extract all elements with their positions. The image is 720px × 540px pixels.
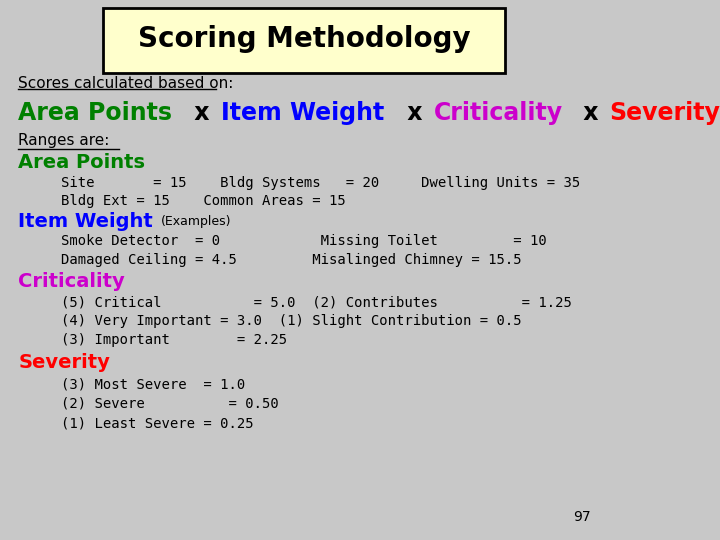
Text: (3) Most Severe  = 1.0: (3) Most Severe = 1.0: [61, 377, 245, 392]
Text: x: x: [186, 102, 218, 125]
Text: Item Weight: Item Weight: [221, 102, 384, 125]
Text: Scores calculated based on:: Scores calculated based on:: [18, 76, 233, 91]
Text: Scoring Methodology: Scoring Methodology: [138, 25, 471, 53]
Text: (1) Least Severe = 0.25: (1) Least Severe = 0.25: [61, 417, 253, 431]
Text: Area Points: Area Points: [18, 102, 172, 125]
Text: (3) Important        = 2.25: (3) Important = 2.25: [61, 333, 287, 347]
Text: Ranges are:: Ranges are:: [18, 133, 109, 148]
Text: (Examples): (Examples): [161, 215, 232, 228]
Text: (5) Critical           = 5.0  (2) Contributes          = 1.25: (5) Critical = 5.0 (2) Contributes = 1.2…: [61, 295, 572, 309]
Text: Site       = 15    Bldg Systems   = 20     Dwelling Units = 35: Site = 15 Bldg Systems = 20 Dwelling Uni…: [61, 176, 580, 190]
Text: Item Weight: Item Weight: [18, 212, 153, 231]
Text: Bldg Ext = 15    Common Areas = 15: Bldg Ext = 15 Common Areas = 15: [61, 194, 346, 208]
Text: x: x: [575, 102, 606, 125]
Text: Smoke Detector  = 0            Missing Toilet         = 10: Smoke Detector = 0 Missing Toilet = 10: [61, 234, 546, 248]
Text: (4) Very Important = 3.0  (1) Slight Contribution = 0.5: (4) Very Important = 3.0 (1) Slight Cont…: [61, 314, 521, 328]
Text: Severity: Severity: [609, 102, 720, 125]
Text: 97: 97: [573, 510, 590, 524]
Text: Criticality: Criticality: [433, 102, 563, 125]
Text: Criticality: Criticality: [18, 272, 125, 292]
Text: Damaged Ceiling = 4.5         Misalinged Chimney = 15.5: Damaged Ceiling = 4.5 Misalinged Chimney…: [61, 253, 521, 267]
Text: (2) Severe          = 0.50: (2) Severe = 0.50: [61, 397, 279, 411]
Text: Area Points: Area Points: [18, 152, 145, 172]
Text: x: x: [399, 102, 431, 125]
Text: Severity: Severity: [18, 353, 110, 373]
FancyBboxPatch shape: [104, 8, 505, 73]
